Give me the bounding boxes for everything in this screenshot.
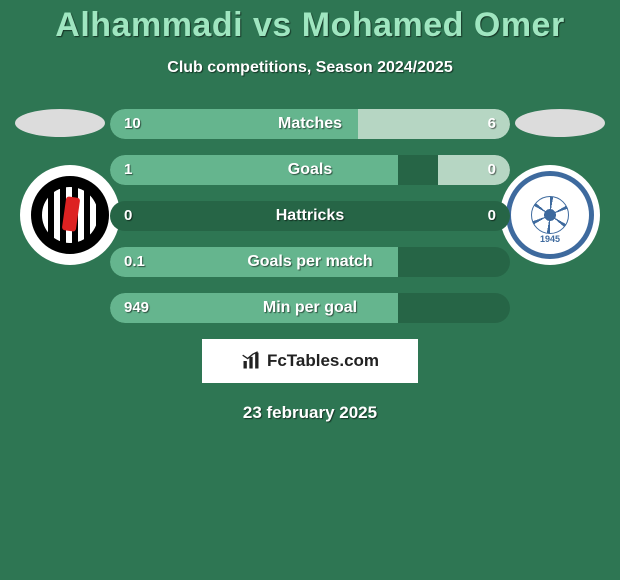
fctables-label: FcTables.com: [267, 351, 379, 371]
team-badge-right: 1945: [500, 165, 600, 265]
player-head-left: [15, 109, 105, 137]
date: 23 february 2025: [0, 403, 620, 423]
stat-label: Goals: [110, 155, 510, 185]
stat-row: 00Hattricks: [110, 201, 510, 231]
bar-chart-icon: [241, 351, 261, 371]
stat-label: Matches: [110, 109, 510, 139]
stat-row: 0.1Goals per match: [110, 247, 510, 277]
content: 1945 106Matches 10Goals 00Hattricks 0.1Goal…: [0, 109, 620, 423]
page-title: Alhammadi vs Mohamed Omer: [0, 0, 620, 45]
stat-row: 10Goals: [110, 155, 510, 185]
al-jazira-crest: [26, 171, 114, 259]
fctables-watermark: FcTables.com: [202, 339, 418, 383]
stat-label: Goals per match: [110, 247, 510, 277]
team-badge-left: [20, 165, 120, 265]
stat-bars: 106Matches 10Goals 00Hattricks 0.1Goals per…: [110, 109, 510, 323]
stat-row: 106Matches: [110, 109, 510, 139]
stat-row: 949Min per goal: [110, 293, 510, 323]
subtitle: Club competitions, Season 2024/2025: [0, 59, 620, 77]
al-nasr-crest: 1945: [506, 171, 594, 259]
comparison-card: Alhammadi vs Mohamed Omer Club competiti…: [0, 0, 620, 580]
stat-label: Hattricks: [110, 201, 510, 231]
player-head-right: [515, 109, 605, 137]
stat-label: Min per goal: [110, 293, 510, 323]
